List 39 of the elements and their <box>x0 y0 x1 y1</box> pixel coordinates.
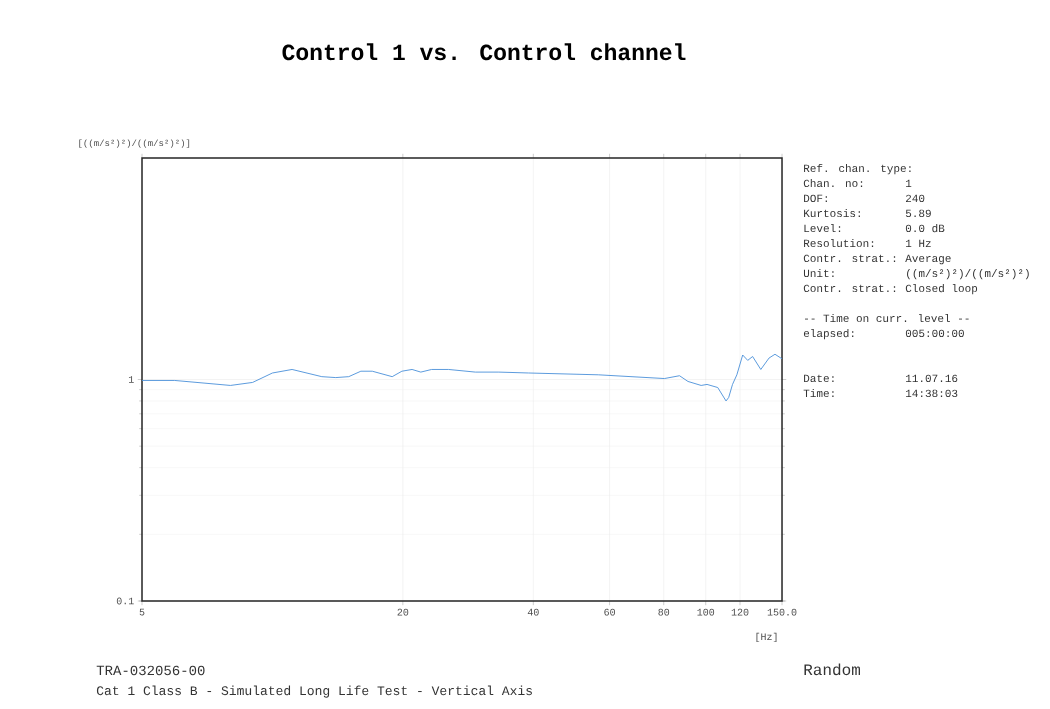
text: -- Time on curr. level -- <box>805 314 969 323</box>
text: DOF: <box>804 194 827 203</box>
text: Chan. no: <box>803 179 863 188</box>
text: 5.89 <box>905 209 931 218</box>
text: ((m/s²)²)/((m/s²)²) <box>907 269 1029 280</box>
x-tick-label: 20 <box>397 608 409 616</box>
text: Average <box>905 254 951 265</box>
text: 1 <box>906 179 912 187</box>
text: elapsed: <box>803 329 854 340</box>
text: Level: <box>804 224 841 233</box>
text: Date: <box>804 374 834 383</box>
text: TRA-032056-00 <box>96 665 205 676</box>
chart-title: Control 1 vs. Control channel <box>282 43 686 61</box>
text: Closed loop <box>905 284 978 295</box>
text: Ref. chan. type: <box>804 164 911 175</box>
text: Cat 1 Class B - Simulated Long Life Test - Vertical Axis <box>96 685 532 698</box>
text: 005:00:00 <box>905 329 964 338</box>
x-tick-label: 100 <box>697 608 715 616</box>
x-tick-label: 150.0 <box>767 608 797 616</box>
x-tick-label: 80 <box>658 608 670 616</box>
text: 14:38:03 <box>906 389 958 398</box>
x-tick-label: 40 <box>527 608 539 616</box>
text: Kurtosis: <box>804 209 860 218</box>
text: Contr. strat.: <box>803 254 896 263</box>
x-tick-label: 5 <box>139 608 145 616</box>
text: 1 Hz <box>906 239 931 247</box>
x-tick-label: 120 <box>731 608 749 616</box>
text: Unit: <box>803 269 834 278</box>
text: Contr. strat.: <box>803 284 896 293</box>
text: Random <box>804 663 860 676</box>
x-axis-title: [Hz] <box>756 632 777 643</box>
x-tick-label: 60 <box>604 608 615 616</box>
text: Resolution: <box>804 239 874 248</box>
text: 0.0 dB <box>905 224 945 233</box>
y-tick-label: 0.1 <box>116 597 134 605</box>
text: 11.07.16 <box>906 374 958 383</box>
text: Time: <box>803 389 834 398</box>
text: 240 <box>905 194 925 203</box>
y-axis-title: [((m/s²)²)/((m/s²)²)] <box>79 139 190 148</box>
